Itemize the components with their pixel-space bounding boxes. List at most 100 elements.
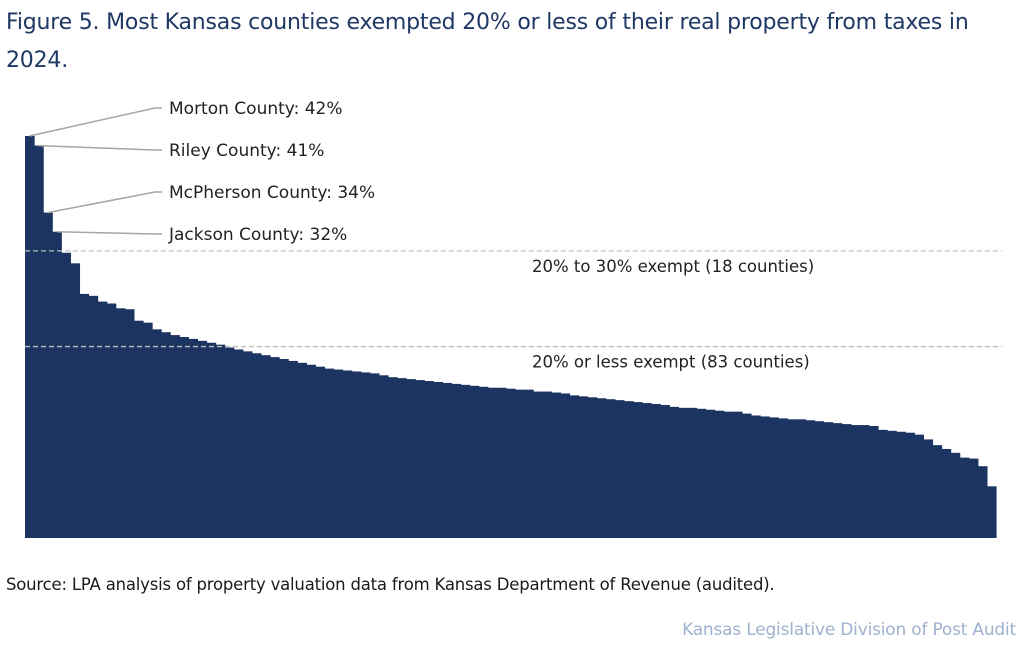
county-bar (687, 407, 698, 538)
county-bar (188, 338, 199, 538)
county-bar (524, 389, 534, 538)
county-bar (841, 424, 852, 538)
county-bar (505, 388, 516, 538)
county-bar (233, 349, 244, 538)
county-bar (133, 320, 144, 538)
county-bar (97, 301, 108, 538)
county-bar (297, 362, 307, 538)
county-bar (433, 381, 444, 538)
county-bar (878, 429, 888, 538)
county-bar (769, 417, 779, 538)
county-bar (823, 422, 834, 538)
chart-title: Figure 5. Most Kansas counties exempted … (6, 10, 969, 73)
county-bar (578, 396, 589, 538)
county-bar (197, 340, 208, 538)
county-bar (750, 415, 761, 538)
county-bar (714, 410, 725, 538)
county-bar (79, 293, 90, 538)
county-bar (442, 382, 453, 538)
county-bar (279, 359, 289, 538)
county-bar (814, 421, 825, 538)
county-bar (542, 391, 552, 538)
county-bar (587, 397, 598, 538)
county-bar (469, 385, 480, 538)
county-bar (415, 380, 425, 538)
county-bar (977, 466, 988, 538)
county-bar (206, 342, 217, 538)
county-bar (887, 430, 897, 538)
county-bar (215, 344, 226, 538)
county-bar (478, 386, 489, 538)
county-bar (306, 364, 316, 538)
county-bar (460, 384, 471, 538)
county-bar (270, 357, 280, 538)
county-bar (778, 418, 788, 538)
county-callout-label: McPherson County: 34% (169, 183, 375, 203)
county-bar (43, 212, 53, 538)
county-bar (805, 420, 816, 538)
county-bar (88, 295, 99, 538)
leader-line (29, 107, 162, 137)
county-bar (496, 387, 507, 538)
county-bar (533, 391, 543, 538)
county-bar (642, 403, 652, 538)
county-bar (342, 370, 353, 538)
county-bar (605, 399, 616, 538)
county-bar (170, 335, 180, 538)
county-bar (369, 373, 380, 538)
county-bar (596, 398, 607, 538)
county-bar (260, 355, 271, 538)
county-bar (732, 411, 743, 538)
county-bar (315, 366, 326, 538)
county-bar (251, 353, 262, 538)
county-bar (70, 263, 81, 538)
leader-line (56, 230, 162, 235)
county-bar (787, 419, 797, 538)
county-bar (179, 337, 189, 538)
county-bar (941, 448, 952, 538)
county-bar (288, 360, 298, 538)
county-bar (142, 322, 153, 538)
county-bar (669, 406, 679, 538)
county-bar (515, 389, 525, 538)
bar-series (25, 136, 997, 538)
county-bar (932, 445, 943, 538)
county-bar (660, 404, 670, 538)
county-bar (52, 231, 62, 538)
county-callout-label: Jackson County: 32% (168, 225, 347, 245)
county-bar (705, 409, 716, 538)
county-bar (614, 400, 625, 538)
county-bar (224, 347, 235, 538)
county-bar (378, 375, 389, 538)
county-callout-label: Morton County: 42% (169, 99, 343, 119)
county-bar (850, 425, 861, 538)
county-bar (760, 416, 770, 538)
leader-line (47, 191, 162, 214)
threshold-label: 20% or less exempt (83 counties) (532, 353, 810, 372)
county-bar (633, 402, 643, 538)
county-bar (424, 381, 434, 538)
callouts: Morton County: 42% Riley County: 41% McPhe… (29, 99, 375, 245)
source-note: Source: LPA analysis of property valuati… (6, 575, 775, 594)
county-bar (124, 309, 135, 538)
county-bar (569, 395, 580, 538)
county-bar (487, 387, 498, 538)
county-bar (923, 439, 934, 538)
county-bar (914, 434, 924, 538)
county-bar (796, 419, 807, 538)
county-bar (25, 136, 35, 538)
county-bar (896, 431, 906, 538)
agency-credit: Kansas Legislative Division of Post Audi… (682, 620, 1016, 640)
county-bar (106, 303, 117, 538)
county-bar (61, 252, 71, 538)
county-bar (152, 329, 162, 538)
county-bar (859, 425, 870, 538)
threshold-lines: 20% to 30% exempt (18 counties) 20% or le… (25, 250, 1002, 372)
county-bar (242, 351, 253, 538)
county-bar (387, 377, 398, 538)
county-bar (360, 372, 371, 538)
county-bar (986, 486, 997, 538)
county-bar (351, 371, 362, 538)
county-bar (678, 407, 689, 538)
